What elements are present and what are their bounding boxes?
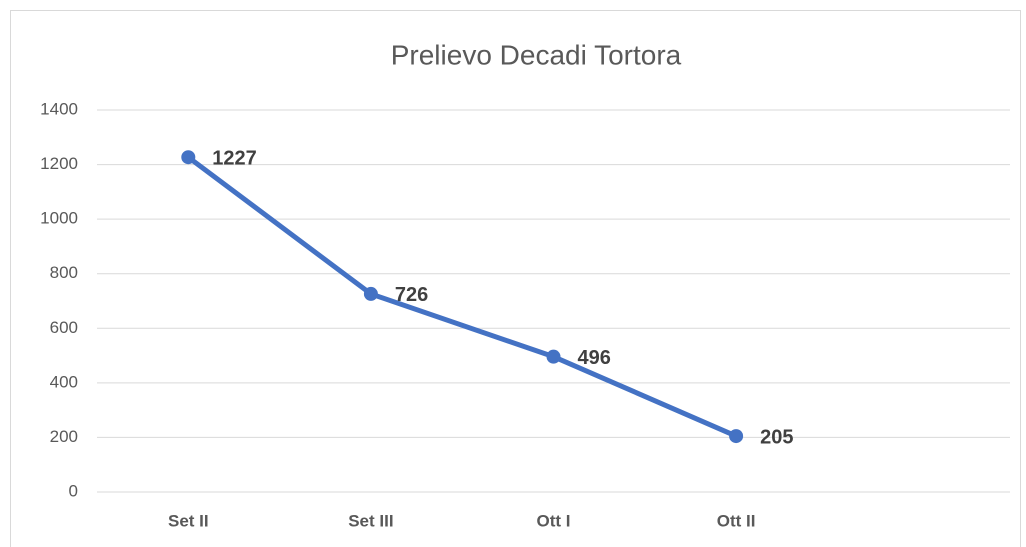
data-label: 496 xyxy=(578,347,611,369)
line xyxy=(185,154,739,439)
x-tick-label: Ott II xyxy=(717,511,756,530)
x-tick-label: Ott I xyxy=(537,511,571,530)
y-tick-label: 400 xyxy=(50,372,78,391)
point xyxy=(363,286,378,301)
y-tick-label: 600 xyxy=(50,318,78,337)
y-tick-label: 200 xyxy=(50,427,78,446)
y-tick-label: 0 xyxy=(69,481,78,500)
chart-border xyxy=(10,10,1021,547)
x-tick-label: Set III xyxy=(348,511,393,530)
x-tick-label: Set II xyxy=(168,511,209,530)
y-tick-label: 1200 xyxy=(40,154,78,173)
point xyxy=(729,429,744,444)
point xyxy=(546,349,561,364)
data-label: 1227 xyxy=(212,147,256,169)
data-label: 726 xyxy=(395,284,428,306)
data-label: 205 xyxy=(760,426,793,448)
y-tick-label: 800 xyxy=(50,263,78,282)
chart-title: Prelievo Decadi Tortora xyxy=(391,39,682,70)
y-tick-label: 1000 xyxy=(40,209,78,228)
point xyxy=(181,150,196,165)
y-tick-label: 1400 xyxy=(40,99,78,118)
